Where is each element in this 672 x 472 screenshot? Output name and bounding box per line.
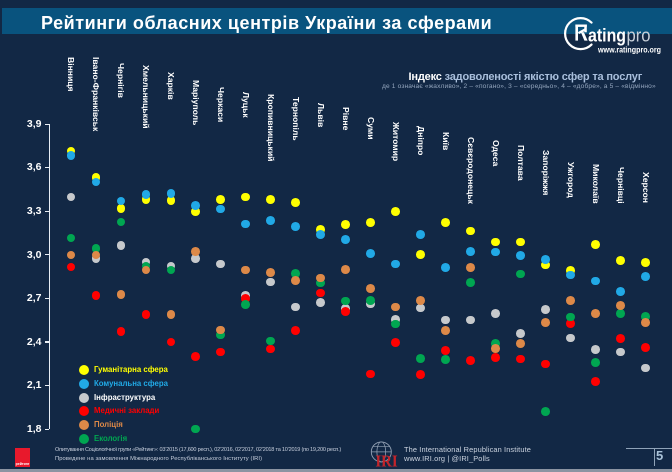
svg-text:ating: ating [588, 26, 626, 46]
svg-text:IRI: IRI [375, 452, 398, 469]
svg-text:pro: pro [627, 26, 651, 46]
svg-text:www.ratingpro.org: www.ratingpro.org [597, 46, 661, 55]
